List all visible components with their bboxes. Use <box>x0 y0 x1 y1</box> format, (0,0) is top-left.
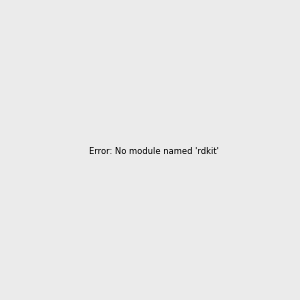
Text: Error: No module named 'rdkit': Error: No module named 'rdkit' <box>89 147 219 156</box>
